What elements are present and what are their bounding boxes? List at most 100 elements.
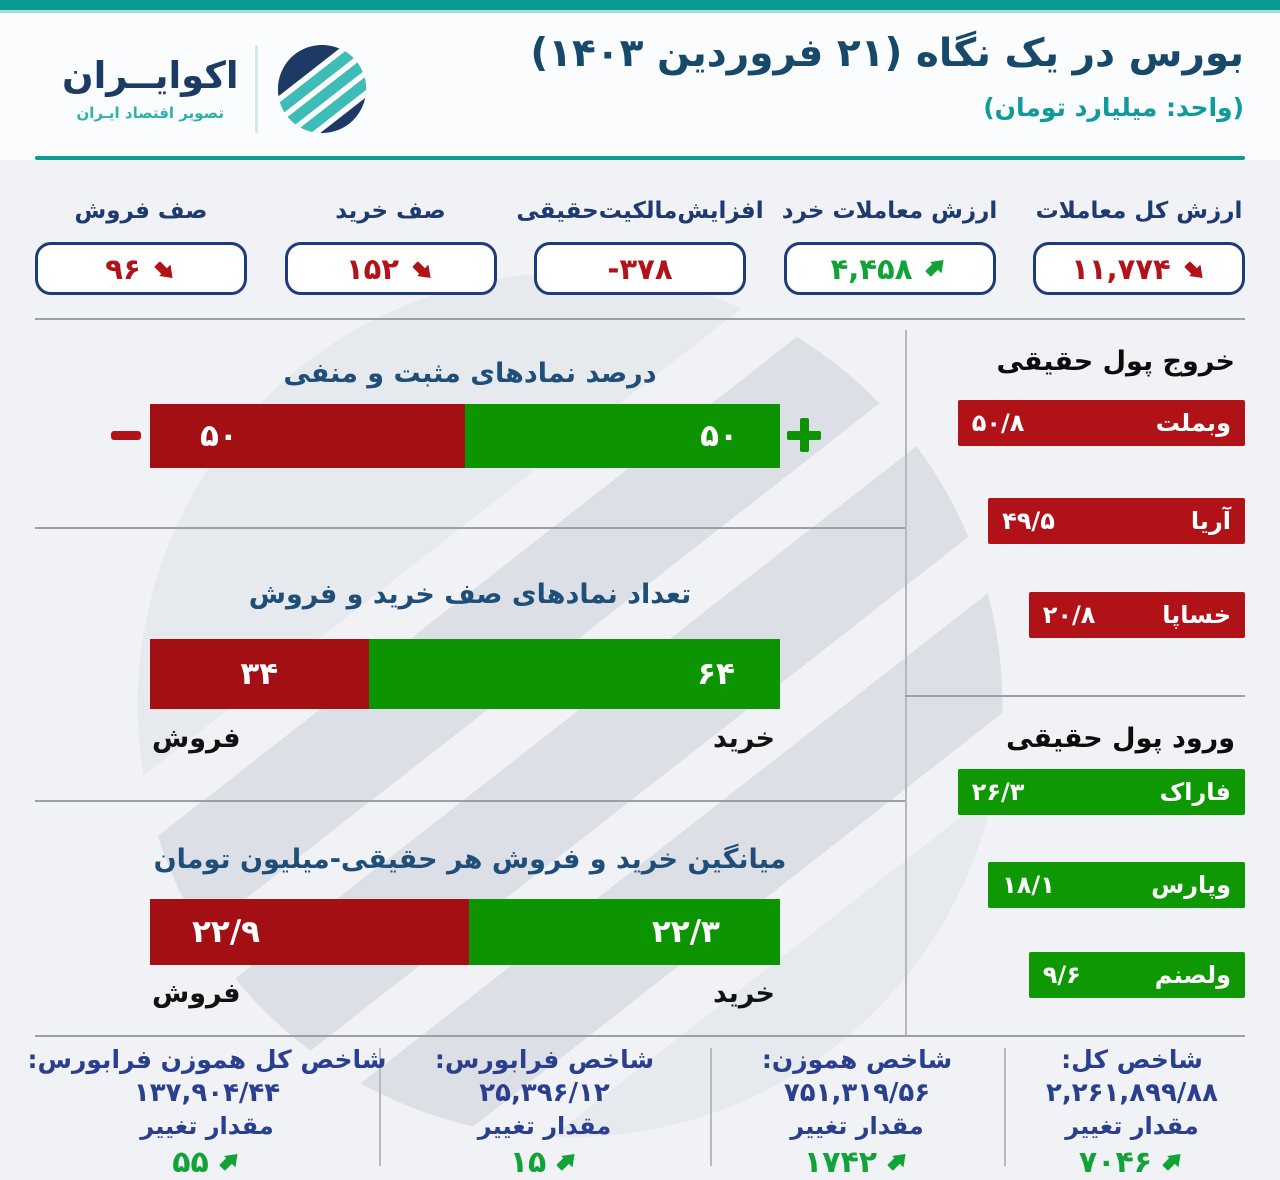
index-value: ۷۵۱,۳۱۹/۵۶ — [783, 1078, 931, 1108]
stat-value-box: ۹۶ — [35, 242, 247, 295]
outflow-bar: وبملت ۵۰/۸ — [957, 400, 1245, 446]
stat-value: ۱۱,۷۷۴ — [1071, 251, 1171, 286]
trend-up-icon — [218, 1151, 242, 1175]
buy-bar-value: ۶۴ — [697, 656, 735, 692]
ticker-label: وبملت — [1155, 409, 1231, 437]
stat-value-box: ۴,۴۵۸ — [783, 242, 996, 295]
index-change-label: مقدار تغییر — [790, 1112, 924, 1140]
index-value: ۲۵,۳۹۶/۱۲ — [479, 1078, 610, 1108]
stat-label: صف فروش — [74, 198, 208, 224]
index-divider — [379, 1048, 381, 1166]
stat-value-box: ۱۵۲ — [284, 242, 497, 295]
separator-line — [905, 695, 1245, 697]
separator-line — [35, 318, 1245, 320]
trend-up-icon — [555, 1151, 579, 1175]
index-label: شاخص فرابورس: — [434, 1045, 655, 1074]
sell-bar-value: ۳۴ — [240, 656, 279, 692]
plus-icon — [787, 418, 821, 452]
money-inflow-section: ورود پول حقیقی فاراک ۲۶/۳ وپارس ۱۸/۱ ولص… — [907, 697, 1245, 1033]
stat-real-ownership-change: افزایش‌مالکیت‌حقیقی -۳۷۸ — [516, 193, 764, 295]
ticker-value: ۱۸/۱ — [1002, 871, 1055, 899]
stat-label: ارزش کل معاملات — [1035, 198, 1243, 224]
ticker-label: فاراک — [1159, 778, 1231, 806]
trend-up-icon — [886, 1151, 910, 1175]
separator-line — [35, 527, 905, 529]
index-change: ۵۵ — [172, 1145, 242, 1180]
brand-logo: اکوایــران تصویر اقتصاد ایـران — [62, 36, 370, 142]
header-band — [0, 0, 1280, 160]
stat-label: افزایش‌مالکیت‌حقیقی — [516, 198, 764, 224]
negative-bar-value: ۵۰ — [200, 418, 238, 454]
buy-bar-segment: ۲۲/۳ — [469, 899, 780, 965]
header-rule — [35, 156, 1245, 160]
index-change-value: ۱۷۴۲ — [803, 1145, 878, 1180]
trend-down-icon — [411, 257, 435, 281]
page-title: بورس در یک نگاه (۲۱ فروردین ۱۴۰۳) — [530, 31, 1244, 76]
chart-title: میانگین خرید و فروش هر حقیقی-میلیون توما… — [153, 844, 787, 875]
stat-value: ۱۵۲ — [345, 251, 400, 286]
unit-label: (واحد: میلیارد تومان) — [983, 92, 1244, 122]
inflow-bar: فاراک ۲۶/۳ — [957, 769, 1245, 815]
ticker-value: ۹/۶ — [1042, 961, 1081, 989]
stat-value-box: -۳۷۸ — [534, 242, 746, 295]
index-change-value: ۷۰۴۶ — [1078, 1145, 1153, 1180]
index-change-label: مقدار تغییر — [140, 1112, 274, 1140]
buy-axis-label: خرید — [713, 723, 775, 754]
buy-axis-label: خرید — [713, 978, 775, 1009]
stat-value-box: ۱۱,۷۷۴ — [1033, 242, 1245, 295]
column-divider — [905, 330, 907, 1035]
title-block: بورس در یک نگاه (۲۱ فروردین ۱۴۰۳) (واحد:… — [530, 31, 1244, 122]
buy-bar-segment: ۶۴ — [368, 639, 780, 709]
stat-value: -۳۷۸ — [607, 251, 673, 286]
index-value: ۲,۲۶۱,۸۹۹/۸۸ — [1045, 1078, 1219, 1108]
chart-queue-counts: تعداد نمادهای صف خرید و فروش ۳۴ ۶۴ فروش … — [35, 527, 905, 800]
index-label: شاخص هموزن: — [761, 1045, 953, 1074]
separator-line — [35, 1035, 1245, 1037]
ticker-value: ۲۰/۸ — [1042, 601, 1096, 629]
inflow-bar: وپارس ۱۸/۱ — [988, 862, 1245, 908]
index-farabourse-equal-weight: شاخص کل هموزن فرابورس: ۱۳۷,۹۰۴/۴۴ مقدار … — [28, 1045, 387, 1180]
chart-percent-symbols: درصد نمادهای مثبت و منفی ۵۰ ۵۰ — [35, 318, 905, 527]
positive-bar-segment: ۵۰ — [465, 404, 780, 468]
sell-bar-value: ۲۲/۹ — [192, 914, 261, 950]
ticker-label: آریا — [1190, 507, 1231, 535]
split-bar: ۳۴ ۶۴ — [150, 639, 780, 709]
stat-retail-trade-value: ارزش معاملات خرد ۴,۴۵۸ — [781, 193, 998, 295]
outflow-bar: آریا ۴۹/۵ — [988, 498, 1245, 544]
inflow-bar: ولصنم ۹/۶ — [1028, 952, 1245, 998]
top-accent-bar-secondary — [0, 10, 1280, 13]
index-divider — [710, 1048, 712, 1166]
brand-divider — [254, 45, 258, 133]
stat-label: ارزش معاملات خرد — [781, 198, 998, 224]
brand-text: اکوایــران تصویر اقتصاد ایـران — [62, 55, 239, 121]
chart-average-trade: میانگین خرید و فروش هر حقیقی-میلیون توما… — [35, 800, 905, 1035]
trend-down-icon — [1183, 257, 1207, 281]
trend-up-icon — [924, 257, 948, 281]
index-farabourse: شاخص فرابورس: ۲۵,۳۹۶/۱۲ مقدار تغییر ۱۵ — [379, 1045, 710, 1180]
outflow-bar: خساپا ۲۰/۸ — [1028, 592, 1245, 638]
ticker-value: ۵۰/۸ — [971, 409, 1025, 437]
index-change-value: ۵۵ — [172, 1145, 209, 1180]
section-title: خروج پول حقیقی — [996, 346, 1235, 377]
index-change-value: ۱۵ — [509, 1145, 547, 1180]
index-value: ۱۳۷,۹۰۴/۴۴ — [133, 1078, 281, 1108]
stat-buy-queue: صف خرید ۱۵۲ — [284, 193, 497, 295]
index-total: شاخص کل: ۲,۲۶۱,۸۹۹/۸۸ مقدار تغییر ۷۰۴۶ — [1004, 1045, 1260, 1180]
index-change-label: مقدار تغییر — [1065, 1112, 1199, 1140]
index-change: ۱۷۴۲ — [804, 1145, 910, 1180]
ticker-value: ۲۶/۳ — [971, 778, 1025, 806]
ecoiran-logo-icon — [277, 44, 366, 134]
ticker-label: خساپا — [1162, 601, 1231, 629]
ticker-label: ولصنم — [1154, 961, 1231, 989]
index-equal-weight: شاخص هموزن: ۷۵۱,۳۱۹/۵۶ مقدار تغییر ۱۷۴۲ — [710, 1045, 1004, 1180]
stat-total-trade-value: ارزش کل معاملات ۱۱,۷۷۴ — [1033, 193, 1245, 295]
index-label: شاخص کل هموزن فرابورس: — [27, 1045, 387, 1074]
ticker-value: ۴۹/۵ — [1002, 507, 1055, 535]
chart-title: درصد نمادهای مثبت و منفی — [283, 358, 657, 389]
ticker-label: وپارس — [1151, 871, 1231, 899]
stat-value: ۴,۴۵۸ — [830, 251, 913, 286]
stat-sell-queue: صف فروش ۹۶ — [35, 193, 247, 295]
split-bar: ۲۲/۹ ۲۲/۳ — [150, 899, 780, 965]
split-bar: ۵۰ ۵۰ — [150, 404, 780, 468]
index-change: ۱۵ — [510, 1145, 580, 1180]
